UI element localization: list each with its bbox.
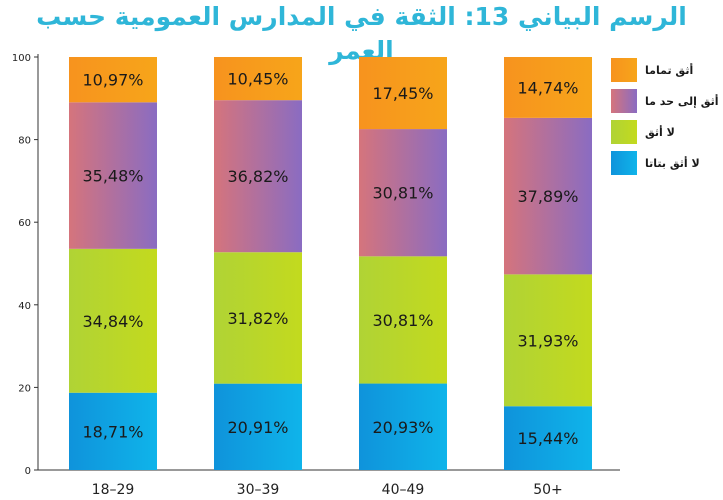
data-label: 10,97% xyxy=(82,71,143,90)
data-label: 31,82% xyxy=(227,309,288,328)
x-tick-label: 18–29 xyxy=(92,482,135,498)
legend-label: لا أثق xyxy=(645,125,675,139)
bar-segment xyxy=(214,57,302,101)
data-label: 30,81% xyxy=(372,184,433,203)
data-label: 30,81% xyxy=(372,311,433,330)
data-label: 36,82% xyxy=(227,167,288,186)
bar-segment xyxy=(214,252,302,384)
legend-label: أثق إلى حد ما xyxy=(645,94,719,108)
legend-swatch xyxy=(611,120,637,144)
bar-segment xyxy=(69,392,157,470)
data-label: 10,45% xyxy=(227,70,288,89)
data-label: 31,93% xyxy=(517,331,578,350)
y-tick-label: 100 xyxy=(12,53,31,64)
bar-segment xyxy=(504,117,592,275)
data-label: 34,84% xyxy=(82,312,143,331)
bar-segment xyxy=(504,406,592,470)
legend-swatch xyxy=(611,89,637,113)
legend-label: لا أثق بتاتا xyxy=(645,156,700,170)
y-tick-label: 80 xyxy=(18,136,31,147)
x-tick-label: 40–49 xyxy=(382,482,425,498)
bar-segment xyxy=(504,274,592,407)
bar-segment xyxy=(359,57,447,130)
data-label: 15,44% xyxy=(517,429,578,448)
bar-segment xyxy=(69,102,157,249)
y-tick-label: 0 xyxy=(25,466,31,477)
bar-segment xyxy=(359,383,447,470)
data-label: 14,74% xyxy=(517,78,578,97)
bar-segment xyxy=(214,383,302,470)
x-tick-label: 50+ xyxy=(533,482,563,498)
data-label: 17,45% xyxy=(372,84,433,103)
bar-segment xyxy=(504,57,592,118)
legend-label: أثق تماما xyxy=(645,63,693,77)
data-labels: 18,71% 34,84% 35,48% 10,97% 20,91% 31,82% 36,8… xyxy=(82,70,578,449)
chart-title: الرسم البياني 13: الثقة في المدارس العمو… xyxy=(36,2,687,65)
bar-segment xyxy=(214,100,302,253)
y-tick-label: 40 xyxy=(18,301,31,312)
y-tick-label: 20 xyxy=(18,383,31,394)
bar-segment xyxy=(359,256,447,384)
data-label: 18,71% xyxy=(82,422,143,441)
data-label: 37,89% xyxy=(517,187,578,206)
data-label: 35,48% xyxy=(82,167,143,186)
bar-segment xyxy=(69,57,157,103)
data-label: 20,93% xyxy=(372,418,433,437)
legend-swatch xyxy=(611,151,637,175)
bars xyxy=(69,57,592,470)
bar-segment xyxy=(69,248,157,393)
legend-swatch xyxy=(611,58,637,82)
y-tick-label: 60 xyxy=(18,218,31,229)
x-tick-label: 30–39 xyxy=(237,482,280,498)
bar-segment xyxy=(359,129,447,257)
legend: أثق تماما أثق إلى حد ما لا أثق لا أثق بتاتا xyxy=(611,58,719,175)
data-label: 20,91% xyxy=(227,418,288,437)
